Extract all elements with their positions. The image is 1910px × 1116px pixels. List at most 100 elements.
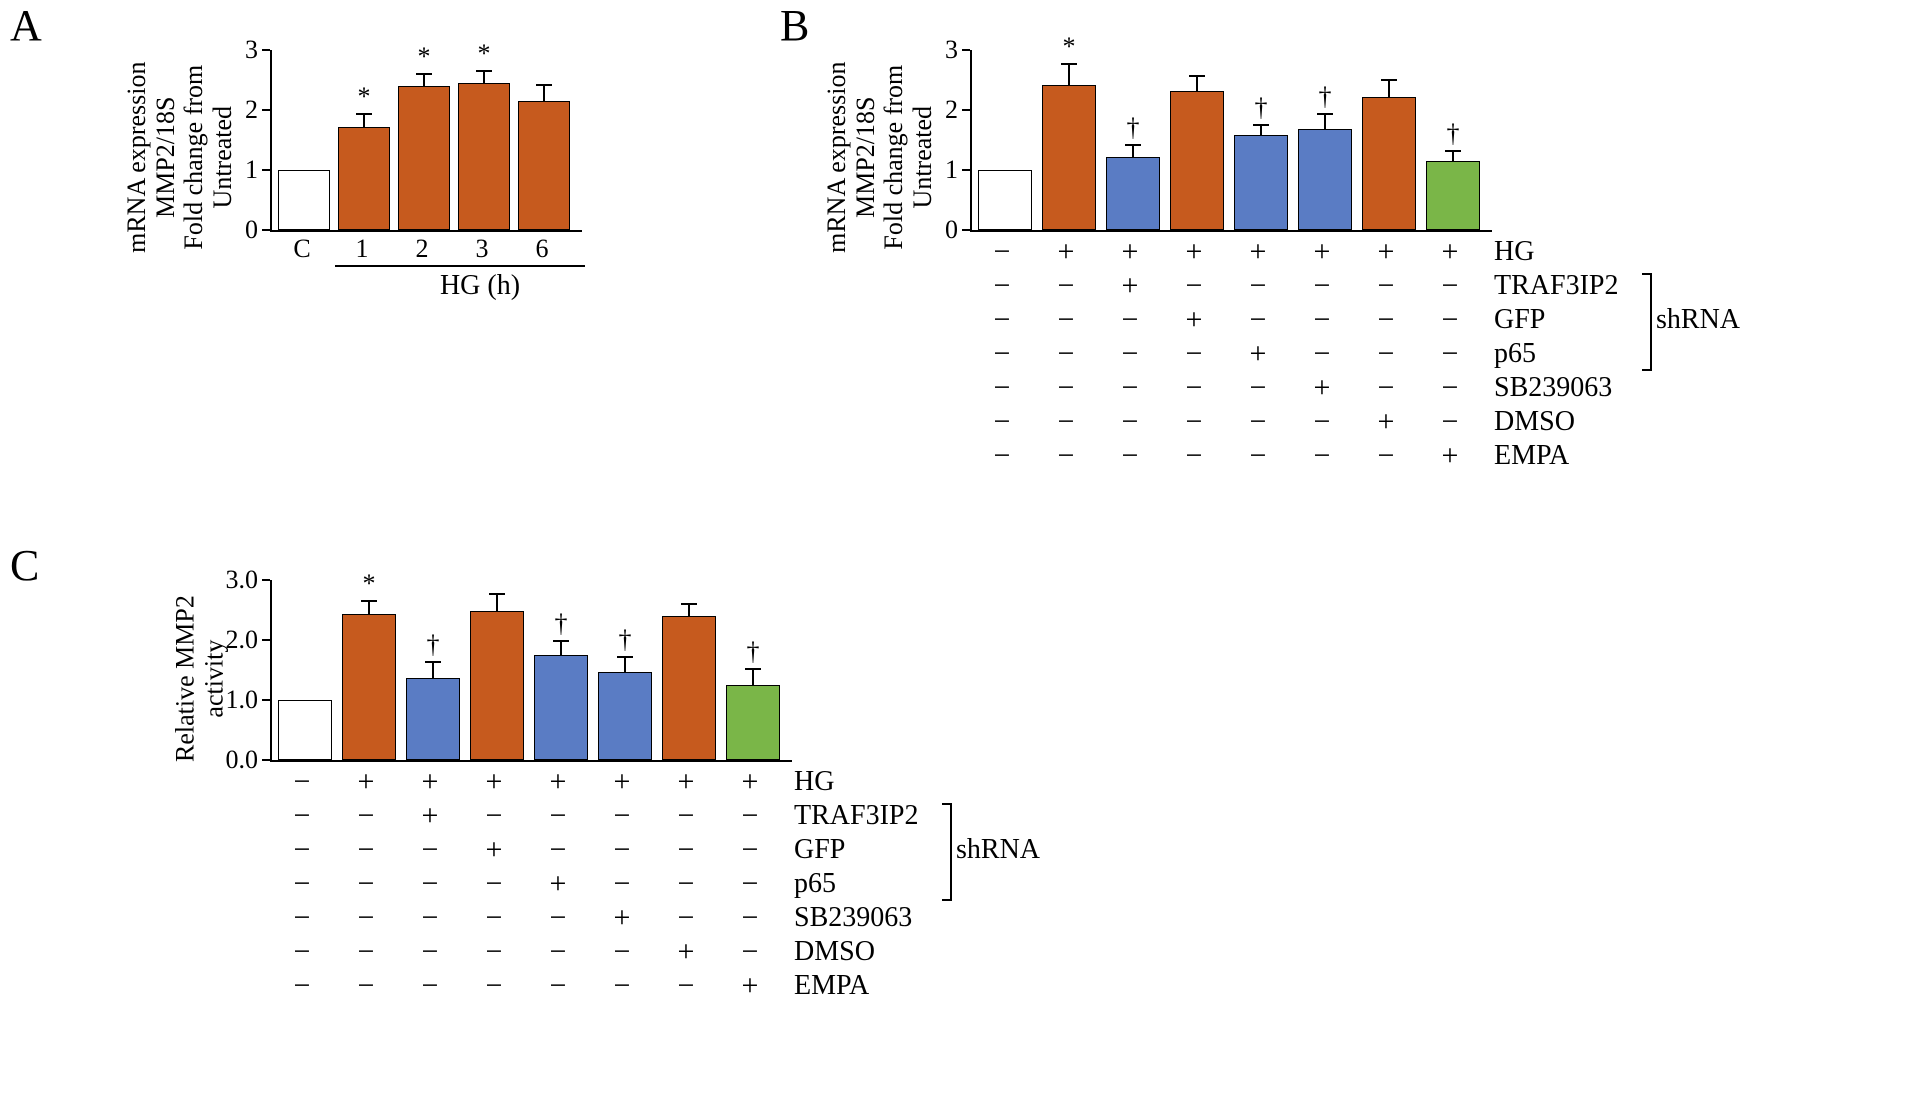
treatment-name: EMPA [1482,440,1569,472]
significance-marker: † [598,625,652,655]
panel-a-bars: *** [270,50,582,232]
treatment-cell: + [654,935,718,969]
error-cap [617,656,633,658]
bar [726,685,780,760]
error-bar [1068,64,1070,85]
y-tick-label: 0 [945,215,958,245]
treatment-cell: − [270,799,334,833]
treatment-cell: − [1290,439,1354,473]
error-cap [1189,75,1205,77]
treatment-row: −−−−−−−+EMPA [270,969,918,1003]
panel-b: B mRNA expression MMP2/18S Fold change f… [780,0,1480,220]
panel-c-bars: *†††† [270,580,792,762]
treatment-cell: + [1226,337,1290,371]
treatment-name: p65 [1482,338,1536,370]
significance-marker: * [338,82,390,112]
y-tick-label: 3.0 [226,565,259,595]
treatment-row: −−+−−−−−TRAF3IP2 [270,799,918,833]
treatment-row: −−−−−−+−DMSO [970,405,1618,439]
treatment-cell: − [654,969,718,1003]
error-cap [1125,144,1141,146]
bar [278,170,330,230]
treatment-cell: − [1354,371,1418,405]
error-bar [363,114,365,127]
treatment-cell: + [1162,235,1226,269]
treatment-cell: + [1418,235,1482,269]
treatment-cell: − [590,935,654,969]
y-tick [962,169,970,171]
treatment-cell: − [1354,303,1418,337]
treatment-cell: − [1034,405,1098,439]
treatment-cell: + [1418,439,1482,473]
treatment-cell: − [526,833,590,867]
significance-marker: * [458,39,510,69]
error-bar [624,657,626,672]
treatment-cell: − [526,935,590,969]
treatment-cell: − [526,901,590,935]
treatment-cell: − [1226,269,1290,303]
significance-marker: * [342,569,396,599]
treatment-cell: − [1162,405,1226,439]
y-tick-label: 2 [245,95,258,125]
y-tick [262,169,270,171]
bar [1042,85,1096,230]
error-bar [483,71,485,83]
bar [470,611,524,760]
bar [534,655,588,760]
bar [398,86,450,230]
treatment-cell: − [270,969,334,1003]
treatment-cell: − [398,867,462,901]
treatment-cell: + [462,765,526,799]
treatment-cell: + [462,833,526,867]
error-cap [1317,113,1333,115]
significance-marker: * [1042,32,1096,62]
treatment-cell: − [270,765,334,799]
treatment-cell: + [334,765,398,799]
y-tick-label: 1 [245,155,258,185]
treatment-cell: − [270,935,334,969]
y-tick [962,229,970,231]
x-tick-label: C [276,234,328,264]
treatment-cell: − [1034,371,1098,405]
treatment-row: −+++++++HG [970,235,1618,269]
treatment-cell: − [1226,371,1290,405]
significance-marker: † [1426,119,1480,149]
treatment-cell: − [1226,439,1290,473]
y-tick [262,699,270,701]
panel-a: A mRNA expression MMP2/18S Fold change f… [0,0,420,220]
treatment-cell: − [1098,371,1162,405]
error-cap [1253,124,1269,126]
treatment-row: −−−−+−−−p65 [270,867,918,901]
panel-c: C Relative MMP2 activity *†††† 0.01.02.0… [0,540,700,760]
treatment-row: −−−−−−+−DMSO [270,935,918,969]
treatment-cell: + [1098,235,1162,269]
error-bar [496,594,498,611]
error-cap [416,73,432,75]
bar [978,170,1032,230]
treatment-cell: + [1162,303,1226,337]
treatment-cell: − [1418,303,1482,337]
treatment-cell: + [526,765,590,799]
treatment-cell: − [398,833,462,867]
treatment-cell: − [590,799,654,833]
y-tick [262,229,270,231]
panel-c-chart: Relative MMP2 activity *†††† 0.01.02.03.… [160,570,860,790]
treatment-cell: − [654,901,718,935]
treatment-name: TRAF3IP2 [782,800,918,832]
error-cap [536,84,552,86]
treatment-cell: − [1034,269,1098,303]
treatment-cell: − [590,969,654,1003]
treatment-name: GFP [1482,304,1545,336]
bar [278,700,332,760]
panel-c-label: C [10,540,39,591]
y-tick-label: 0 [245,215,258,245]
y-tick-label: 3 [945,35,958,65]
treatment-cell: − [1162,371,1226,405]
x-tick-label: 1 [336,234,388,264]
treatment-cell: − [718,867,782,901]
treatment-cell: − [718,901,782,935]
x-tick-label: 2 [396,234,448,264]
treatment-cell: + [718,765,782,799]
bar [338,127,390,230]
treatment-cell: − [590,833,654,867]
